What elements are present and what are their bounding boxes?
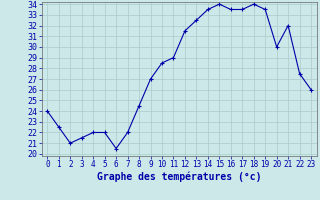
X-axis label: Graphe des températures (°c): Graphe des températures (°c) xyxy=(97,172,261,182)
